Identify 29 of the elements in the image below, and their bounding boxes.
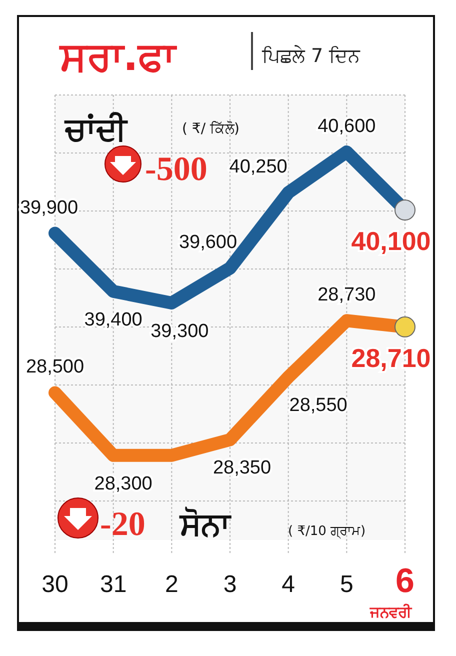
data-label: 39,400 bbox=[84, 309, 142, 330]
chart-title: ਸਰਾ.ਫਾ bbox=[59, 34, 178, 80]
x-tick-label: 31 bbox=[100, 571, 127, 598]
x-tick-label: 2 bbox=[164, 571, 178, 598]
data-label: 39,300 bbox=[150, 320, 209, 342]
data-label: 28,500 bbox=[26, 356, 84, 378]
annotation: ( ₹/10 ਗ੍ਰਾਮ) bbox=[288, 524, 366, 540]
data-label: 40,250 bbox=[229, 156, 288, 178]
x-tick-label: 4 bbox=[282, 571, 296, 598]
data-label: 40,600 bbox=[318, 116, 376, 137]
data-label: 39,600 bbox=[178, 232, 238, 254]
data-label: 40,100 bbox=[351, 226, 431, 256]
x-tick-label: 3 bbox=[223, 571, 237, 598]
data-label: 28,730 bbox=[318, 284, 376, 306]
data-label: 28,550 bbox=[289, 395, 348, 416]
x-tick-label: 5 bbox=[340, 571, 354, 598]
data-label: 39,900 bbox=[20, 197, 78, 218]
data-label: 28,300 bbox=[94, 473, 152, 494]
x-axis-title: ਜਨਵਰੀ bbox=[369, 603, 413, 621]
text: ਚਾਂਦੀ bbox=[64, 110, 128, 148]
x-tick-label: 6 bbox=[396, 562, 414, 600]
data-label: 28,710 bbox=[351, 342, 431, 373]
data-label: 28,350 bbox=[212, 458, 272, 479]
annotation: -20 bbox=[100, 506, 146, 543]
annotation: -500 bbox=[145, 151, 208, 188]
annotation: ( ₹/ ਕਿੱਲੋ) bbox=[182, 121, 240, 137]
series-label: ਸੋਨਾ bbox=[179, 505, 232, 543]
chart-subtitle: ਪਿਛਲੇ 7 ਦਿਨ bbox=[261, 45, 362, 67]
x-tick-label: 30 bbox=[42, 571, 68, 598]
